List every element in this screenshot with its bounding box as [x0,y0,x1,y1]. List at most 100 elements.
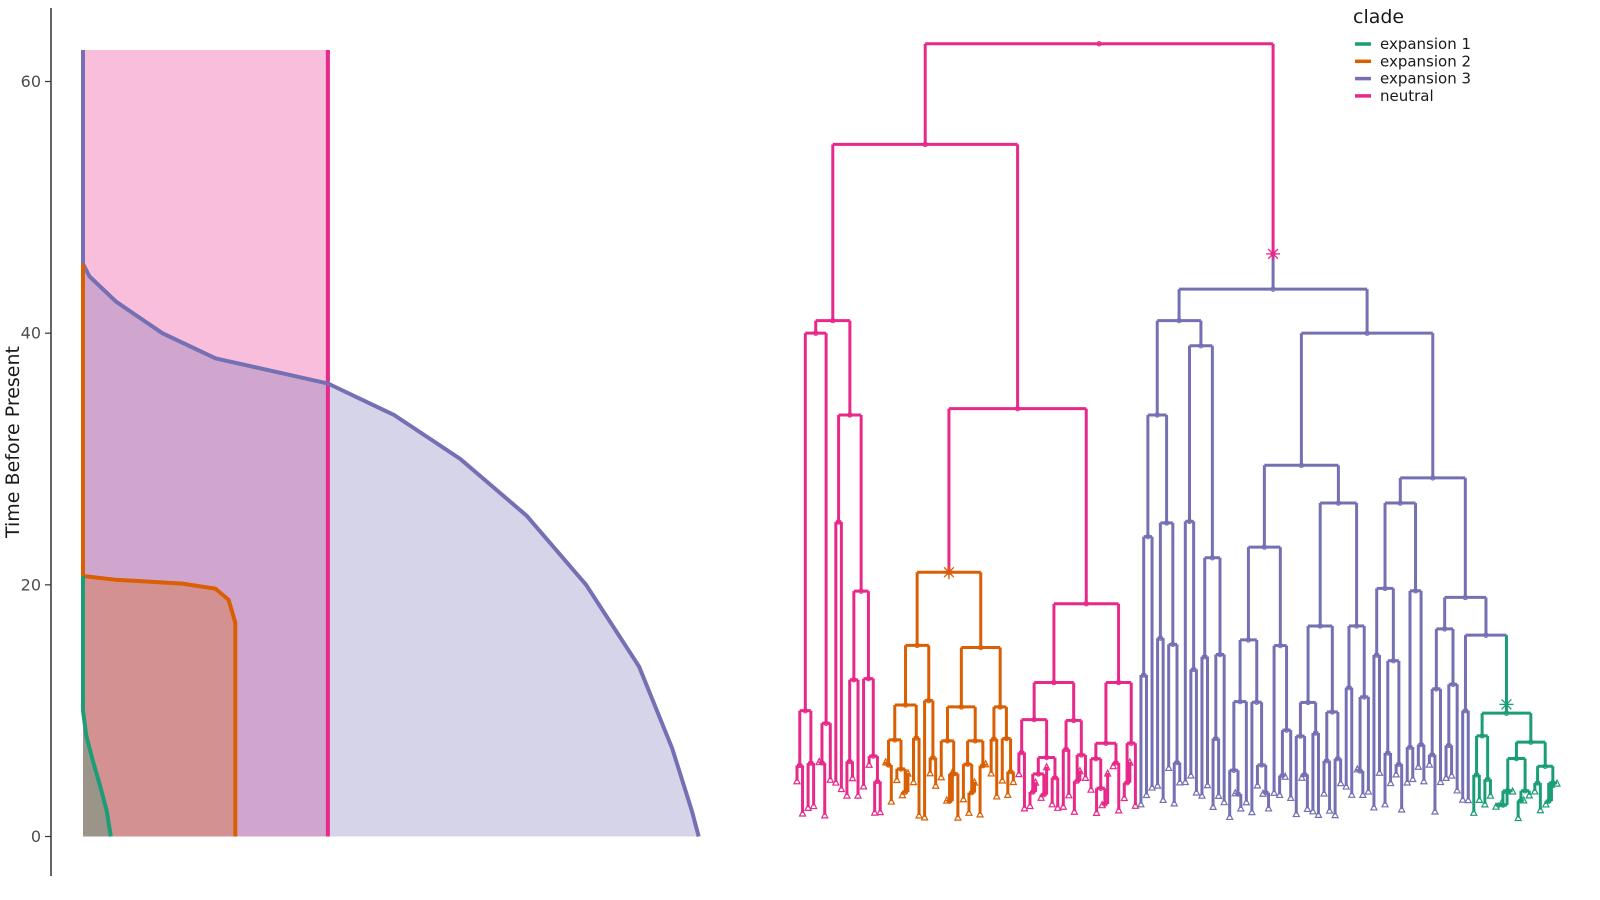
tree-node [1035,771,1042,777]
tree-tip [1159,795,1168,804]
tree-node [1190,666,1197,673]
tree-node [969,789,975,796]
tree-tip [920,812,929,821]
tree-node [1102,801,1108,807]
tree-node [1030,789,1036,795]
tree-node [944,738,951,744]
tree-node [1074,778,1080,784]
tree-node [1550,780,1556,786]
tree-node [1430,475,1436,481]
tree-node [1098,785,1104,791]
tree-tip [937,772,946,781]
tree-tip [837,784,846,793]
tree-tip [909,777,918,786]
tree-node [1407,744,1413,750]
tree-node [1277,642,1284,649]
tree-tip [1236,803,1245,812]
tree-tip [1425,759,1434,768]
population-line-layer [81,50,701,838]
tree-tip [1314,810,1323,818]
y-tick-label: 20 [21,575,41,594]
tree-tip [1331,810,1340,819]
tree-tip [1408,774,1417,783]
tree-tip [798,808,807,817]
tree-tip [1125,757,1134,766]
tree-tip [1264,803,1273,812]
tree-node [1364,330,1370,336]
tree-tip [1519,795,1528,804]
tree-node [898,766,904,772]
tree-node [930,754,936,761]
tree-tip [1064,790,1073,799]
tree-tip [1197,790,1206,799]
tree-tip [1259,788,1267,797]
tree-node [1483,632,1489,638]
tree-tip [1131,800,1140,809]
tree-tip [903,768,912,777]
tree-tip [1042,762,1051,771]
tree-node [802,707,809,714]
tree-node [1103,740,1109,746]
tree-tip [1087,784,1095,793]
tree-node [885,762,892,768]
tree-tip [1397,804,1406,813]
tree-tip [804,803,813,811]
tree-tip [1369,802,1378,811]
tree-node [1505,788,1511,794]
y-tick-label: 40 [21,324,41,343]
tree-node [1513,755,1520,762]
tree-tip [1270,787,1279,796]
tree-node [1237,698,1243,705]
tree-tip [1430,806,1439,815]
tree-node [1041,792,1047,798]
tree-tip [1436,777,1445,786]
tree-node [1113,760,1119,766]
tree-tip [998,775,1007,784]
tree-node [1312,730,1319,736]
tree-node [1446,742,1452,749]
tree-tip [1525,790,1534,799]
tree-tip [1081,773,1090,781]
tree-tip [1281,771,1290,780]
tree-tip [1181,777,1190,786]
tree-node [1096,41,1102,47]
tree-tip [1530,786,1539,795]
tree-tip [1375,767,1384,776]
legend-title: clade [1353,6,1404,28]
tree-node [1070,717,1077,724]
population-curve-expansion-3 [81,50,701,838]
tree-node [1083,601,1089,607]
tree-tip [887,796,896,805]
tree-tip [1153,780,1162,789]
tree-tip [1347,789,1356,798]
tree-tip [1059,801,1068,810]
tree-node [1198,343,1204,349]
tree-tip [1225,812,1234,821]
tree-tip [1247,807,1256,816]
tree-tip [1164,763,1173,772]
population-fill-layer [83,50,699,837]
phylogenetic-tree [793,41,1561,822]
mutation-marker [941,565,956,580]
tree-tip [1136,799,1145,808]
tree-tip [1342,781,1351,790]
tree-node [958,704,965,710]
tree-node [1263,789,1269,796]
tree-node [1534,780,1541,786]
tree-node [1412,588,1419,594]
tree-node [1174,759,1180,766]
tree-node [902,789,908,795]
tree-tip [931,780,940,789]
tree-node [1157,635,1164,641]
tree-tip [1031,777,1040,786]
legend-label: expansion 1 [1380,35,1471,53]
tree-node [1170,641,1176,648]
tree-node [1441,626,1448,632]
tree-node [1154,412,1160,418]
tree-node [964,761,971,767]
tree-node [1014,405,1021,412]
tree-tip [1209,802,1218,810]
tree-tip [1186,770,1195,779]
tree-tip [1541,799,1550,808]
